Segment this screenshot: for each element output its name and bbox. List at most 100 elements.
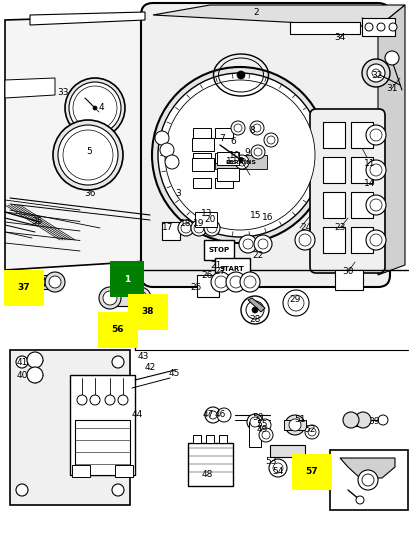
Text: 10: 10 bbox=[229, 150, 240, 159]
Circle shape bbox=[287, 295, 303, 311]
Circle shape bbox=[254, 235, 271, 253]
Text: 12: 12 bbox=[226, 157, 237, 166]
Bar bbox=[329, 450, 407, 510]
Text: 16: 16 bbox=[262, 214, 273, 222]
Text: 4: 4 bbox=[98, 102, 103, 111]
Text: 9: 9 bbox=[243, 148, 249, 157]
Bar bbox=[350, 192, 372, 218]
Bar bbox=[248, 422, 261, 447]
Circle shape bbox=[204, 220, 220, 236]
Text: 22: 22 bbox=[252, 251, 263, 260]
Circle shape bbox=[237, 158, 245, 166]
Circle shape bbox=[99, 287, 121, 309]
Text: 56: 56 bbox=[112, 326, 124, 335]
Circle shape bbox=[355, 496, 363, 504]
Polygon shape bbox=[377, 5, 404, 275]
Circle shape bbox=[103, 291, 117, 305]
Text: 47: 47 bbox=[202, 410, 213, 419]
Bar bbox=[216, 152, 238, 165]
Bar bbox=[193, 435, 200, 443]
Polygon shape bbox=[5, 78, 55, 98]
Bar bbox=[110, 290, 142, 306]
Circle shape bbox=[252, 307, 257, 313]
Text: 18: 18 bbox=[180, 220, 191, 229]
Bar bbox=[322, 227, 344, 253]
Bar bbox=[218, 435, 227, 443]
Circle shape bbox=[288, 419, 300, 431]
Circle shape bbox=[254, 148, 261, 156]
Circle shape bbox=[216, 408, 230, 422]
Circle shape bbox=[272, 463, 282, 473]
Circle shape bbox=[369, 129, 381, 141]
Text: 24: 24 bbox=[300, 223, 311, 232]
Bar bbox=[188, 443, 232, 486]
Circle shape bbox=[155, 131, 169, 145]
Polygon shape bbox=[153, 5, 404, 27]
Text: 41: 41 bbox=[16, 359, 28, 367]
Text: 25: 25 bbox=[190, 282, 201, 292]
Circle shape bbox=[63, 130, 113, 180]
Text: 31: 31 bbox=[385, 84, 397, 93]
Text: 52: 52 bbox=[303, 425, 315, 434]
Circle shape bbox=[65, 78, 125, 138]
Text: 8: 8 bbox=[249, 125, 254, 134]
Text: 20: 20 bbox=[204, 215, 215, 224]
Circle shape bbox=[304, 425, 318, 439]
Circle shape bbox=[234, 124, 241, 132]
Circle shape bbox=[307, 428, 315, 436]
Circle shape bbox=[229, 276, 241, 288]
Text: 57: 57 bbox=[305, 467, 317, 477]
Text: 39: 39 bbox=[367, 417, 379, 426]
Circle shape bbox=[204, 407, 220, 423]
Bar bbox=[191, 158, 213, 171]
Circle shape bbox=[193, 223, 204, 233]
Bar bbox=[350, 414, 366, 426]
Bar bbox=[350, 122, 372, 148]
Circle shape bbox=[369, 234, 381, 246]
Text: 40: 40 bbox=[16, 372, 28, 381]
Circle shape bbox=[365, 230, 385, 250]
Bar bbox=[193, 153, 211, 163]
Text: 53: 53 bbox=[265, 457, 276, 466]
Circle shape bbox=[118, 395, 128, 405]
Bar bbox=[115, 465, 133, 477]
Circle shape bbox=[180, 223, 191, 233]
Text: 2: 2 bbox=[253, 7, 258, 17]
Circle shape bbox=[129, 287, 151, 309]
Text: 51: 51 bbox=[294, 416, 305, 424]
Circle shape bbox=[268, 459, 286, 477]
Circle shape bbox=[90, 395, 100, 405]
Circle shape bbox=[191, 220, 207, 236]
Circle shape bbox=[29, 276, 41, 288]
Circle shape bbox=[112, 484, 124, 496]
Circle shape bbox=[364, 23, 372, 31]
Bar bbox=[195, 212, 216, 227]
Text: 27: 27 bbox=[214, 268, 225, 277]
Circle shape bbox=[207, 223, 216, 233]
Text: 11: 11 bbox=[363, 158, 375, 167]
Circle shape bbox=[234, 155, 248, 169]
Bar bbox=[350, 157, 372, 183]
Circle shape bbox=[371, 69, 379, 77]
Circle shape bbox=[361, 474, 373, 486]
Circle shape bbox=[240, 296, 268, 324]
Text: 5: 5 bbox=[86, 147, 92, 156]
Polygon shape bbox=[247, 298, 264, 312]
Circle shape bbox=[230, 121, 245, 135]
FancyBboxPatch shape bbox=[141, 3, 389, 287]
Text: 1: 1 bbox=[124, 274, 130, 284]
Bar bbox=[191, 138, 213, 151]
Polygon shape bbox=[5, 15, 164, 270]
Bar bbox=[214, 155, 266, 169]
Polygon shape bbox=[8, 272, 28, 293]
Circle shape bbox=[250, 145, 264, 159]
Text: 36: 36 bbox=[84, 189, 96, 198]
Circle shape bbox=[178, 220, 193, 236]
Circle shape bbox=[73, 86, 117, 130]
Bar bbox=[216, 168, 238, 181]
Bar bbox=[204, 240, 234, 260]
Text: 14: 14 bbox=[364, 179, 375, 188]
Text: 46: 46 bbox=[214, 410, 225, 419]
Text: 34: 34 bbox=[333, 33, 345, 42]
Circle shape bbox=[369, 199, 381, 211]
